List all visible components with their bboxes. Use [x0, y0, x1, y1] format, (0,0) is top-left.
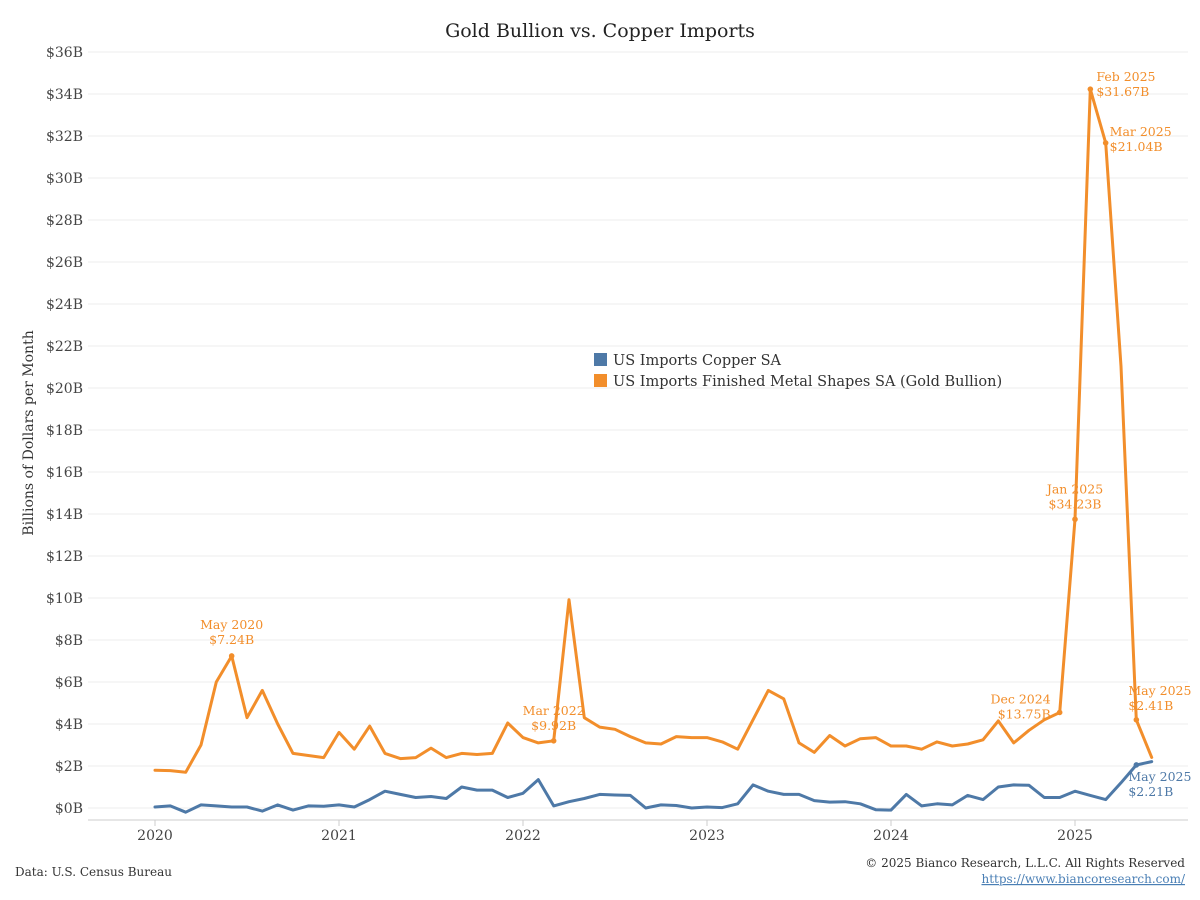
- y-tick-label: $36B: [46, 45, 83, 61]
- y-tick-label: $28B: [46, 213, 83, 229]
- annotation-value: $21.04B: [1110, 139, 1163, 154]
- annotation-value: $9.92B: [531, 718, 576, 733]
- y-tick-label: $4B: [55, 717, 83, 733]
- annotation-date: Dec 2024: [990, 691, 1050, 706]
- annotation-dot: [1133, 762, 1140, 768]
- y-tick-label: $22B: [46, 339, 83, 355]
- annotation-date: May 2025: [1128, 769, 1191, 784]
- annotation-value: $2.41B: [1128, 698, 1173, 713]
- gridlines: [88, 51, 1188, 809]
- y-tick-label: $26B: [46, 255, 83, 271]
- annotation-date: May 2020: [200, 617, 263, 632]
- legend-label-copper: US Imports Copper SA: [613, 353, 782, 369]
- annotation-dot: [1072, 516, 1078, 523]
- chart-title: Gold Bullion vs. Copper Imports: [445, 20, 755, 42]
- annotation-dot: [1102, 140, 1109, 146]
- legend: US Imports Copper SA US Imports Finished…: [594, 353, 1002, 390]
- y-tick-label: $16B: [46, 465, 83, 481]
- y-tick-label: $0B: [55, 801, 83, 817]
- x-tick-label: 2024: [873, 828, 909, 844]
- series-lines: [153, 87, 1154, 814]
- annotation-value: $13.75B: [998, 706, 1051, 721]
- x-tick-label: 2025: [1057, 828, 1093, 844]
- y-tick-label: $14B: [46, 507, 83, 523]
- annotation-dot: [1056, 709, 1063, 716]
- gold-series-line: [153, 87, 1154, 774]
- y-tick-label: $30B: [46, 171, 83, 187]
- y-tick-label: $10B: [46, 591, 83, 607]
- annotation-dot: [550, 738, 557, 744]
- website-link[interactable]: https://www.biancoresearch.com/: [981, 872, 1185, 886]
- copper-series-line: [153, 760, 1154, 814]
- x-tick-label: 2020: [137, 828, 173, 844]
- annotation-date: Feb 2025: [1096, 69, 1155, 84]
- legend-swatch-copper: [594, 353, 607, 366]
- x-tick-label: 2022: [505, 828, 541, 844]
- annotation-date: Mar 2022: [523, 703, 585, 718]
- y-tick-label: $6B: [55, 675, 83, 691]
- annotation-dot: [1087, 86, 1094, 92]
- y-tick-label: $32B: [46, 129, 83, 145]
- y-tick-label: $8B: [55, 633, 83, 649]
- annotation-date: May 2025: [1128, 683, 1191, 698]
- y-tick-label: $34B: [46, 87, 83, 103]
- annotation-dot: [1133, 717, 1140, 723]
- annotation-date: Mar 2025: [1110, 124, 1172, 139]
- x-tick-label: 2023: [689, 828, 725, 844]
- legend-label-gold: US Imports Finished Metal Shapes SA (Gol…: [613, 374, 1002, 390]
- annotation-value: $34.23B: [1049, 496, 1102, 511]
- y-tick-label: $20B: [46, 381, 83, 397]
- x-tick-label: 2021: [321, 828, 357, 844]
- y-tick-label: $12B: [46, 549, 83, 565]
- y-tick-label: $24B: [46, 297, 83, 313]
- annotation-date: Jan 2025: [1045, 481, 1103, 496]
- copyright: © 2025 Bianco Research, L.L.C. All Right…: [865, 856, 1185, 870]
- annotation-value: $2.21B: [1128, 784, 1173, 799]
- annotation-value: $7.24B: [209, 632, 254, 647]
- y-axis-label: Billions of Dollars per Month: [21, 330, 37, 535]
- y-tick-label: $18B: [46, 423, 83, 439]
- x-axis-ticks: 2020 2021 2022 2023 2024 2025: [88, 819, 1188, 844]
- annotation-dot: [228, 653, 235, 659]
- y-axis-ticks: $0B $2B $4B $6B $8B $10B $12B $14B $16B $18B $20B $…: [46, 45, 83, 817]
- data-source: Data: U.S. Census Bureau: [15, 865, 172, 879]
- annotation-value: $31.67B: [1096, 84, 1149, 99]
- y-tick-label: $2B: [55, 759, 83, 775]
- legend-swatch-gold: [594, 374, 607, 387]
- annotations: May 2020$7.24B Mar 2022$9.92B Dec 2024$13.…: [200, 69, 1191, 799]
